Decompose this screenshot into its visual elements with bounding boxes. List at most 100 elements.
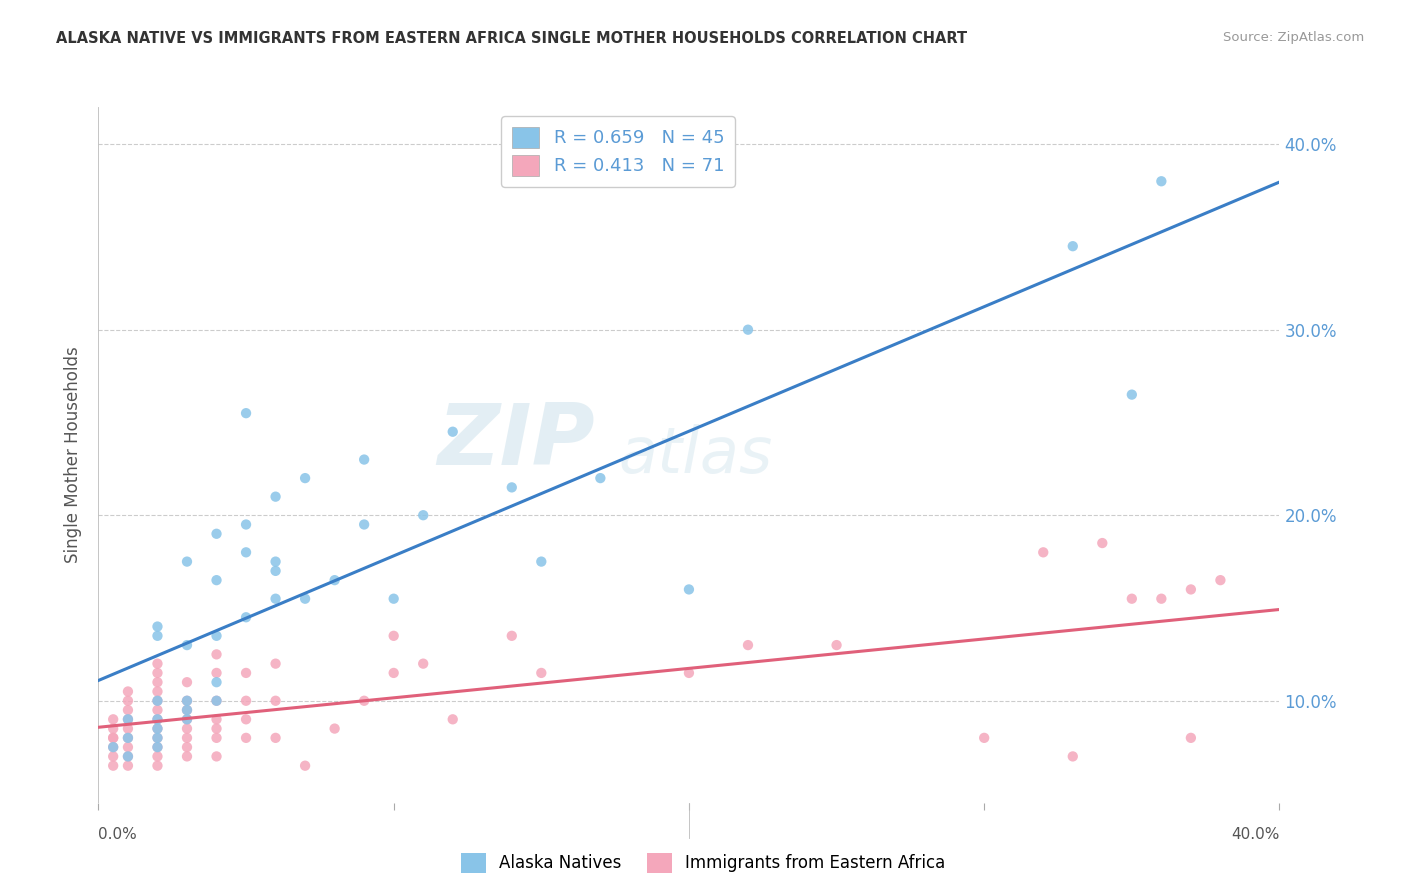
Point — [117, 694, 139, 708]
Point — [264, 555, 287, 569]
Point — [146, 758, 169, 772]
Point — [205, 722, 228, 736]
Point — [103, 731, 125, 745]
Point — [1032, 545, 1054, 559]
Point — [146, 712, 169, 726]
Legend: Alaska Natives, Immigrants from Eastern Africa: Alaska Natives, Immigrants from Eastern … — [454, 847, 952, 880]
Point — [146, 712, 169, 726]
Point — [264, 731, 287, 745]
Point — [353, 694, 375, 708]
Point — [117, 703, 139, 717]
Point — [264, 657, 287, 671]
Point — [176, 731, 198, 745]
Point — [235, 406, 257, 420]
Point — [146, 657, 169, 671]
Point — [117, 712, 139, 726]
Point — [412, 508, 434, 523]
Point — [382, 665, 405, 680]
Point — [294, 471, 316, 485]
Point — [737, 323, 759, 337]
Point — [441, 425, 464, 439]
Point — [264, 591, 287, 606]
Point — [146, 629, 169, 643]
Point — [146, 731, 169, 745]
Point — [530, 555, 553, 569]
Point — [103, 731, 125, 745]
Point — [146, 731, 169, 745]
Point — [1062, 749, 1084, 764]
Point — [323, 573, 346, 587]
Point — [678, 665, 700, 680]
Point — [205, 573, 228, 587]
Point — [589, 471, 612, 485]
Point — [205, 526, 228, 541]
Point — [205, 749, 228, 764]
Point — [146, 694, 169, 708]
Point — [264, 490, 287, 504]
Point — [176, 712, 198, 726]
Point — [176, 712, 198, 726]
Point — [530, 665, 553, 680]
Point — [825, 638, 848, 652]
Point — [1209, 573, 1232, 587]
Point — [103, 749, 125, 764]
Point — [323, 722, 346, 736]
Text: atlas: atlas — [619, 424, 772, 486]
Point — [382, 629, 405, 643]
Point — [146, 665, 169, 680]
Point — [176, 638, 198, 652]
Legend: R = 0.659   N = 45, R = 0.413   N = 71: R = 0.659 N = 45, R = 0.413 N = 71 — [501, 116, 735, 186]
Point — [1180, 731, 1202, 745]
Point — [117, 731, 139, 745]
Point — [294, 591, 316, 606]
Point — [205, 648, 228, 662]
Point — [146, 619, 169, 633]
Point — [235, 731, 257, 745]
Point — [146, 722, 169, 736]
Point — [176, 675, 198, 690]
Point — [1121, 591, 1143, 606]
Point — [205, 694, 228, 708]
Point — [146, 675, 169, 690]
Point — [176, 749, 198, 764]
Y-axis label: Single Mother Households: Single Mother Households — [65, 347, 83, 563]
Point — [678, 582, 700, 597]
Point — [146, 749, 169, 764]
Point — [382, 591, 405, 606]
Point — [1180, 582, 1202, 597]
Point — [1062, 239, 1084, 253]
Point — [441, 712, 464, 726]
Point — [103, 740, 125, 755]
Point — [1091, 536, 1114, 550]
Point — [117, 722, 139, 736]
Text: ALASKA NATIVE VS IMMIGRANTS FROM EASTERN AFRICA SINGLE MOTHER HOUSEHOLDS CORRELA: ALASKA NATIVE VS IMMIGRANTS FROM EASTERN… — [56, 31, 967, 46]
Point — [176, 703, 198, 717]
Point — [103, 712, 125, 726]
Point — [176, 555, 198, 569]
Point — [205, 665, 228, 680]
Point — [235, 610, 257, 624]
Point — [973, 731, 995, 745]
Point — [176, 740, 198, 755]
Point — [146, 703, 169, 717]
Point — [146, 740, 169, 755]
Point — [103, 722, 125, 736]
Point — [205, 694, 228, 708]
Point — [235, 545, 257, 559]
Point — [1150, 174, 1173, 188]
Point — [176, 694, 198, 708]
Point — [146, 684, 169, 698]
Text: ZIP: ZIP — [437, 400, 595, 483]
Point — [412, 657, 434, 671]
Point — [205, 712, 228, 726]
Point — [264, 694, 287, 708]
Point — [103, 758, 125, 772]
Point — [205, 629, 228, 643]
Point — [235, 694, 257, 708]
Point — [205, 675, 228, 690]
Point — [146, 694, 169, 708]
Point — [103, 740, 125, 755]
Point — [176, 703, 198, 717]
Point — [235, 517, 257, 532]
Point — [294, 758, 316, 772]
